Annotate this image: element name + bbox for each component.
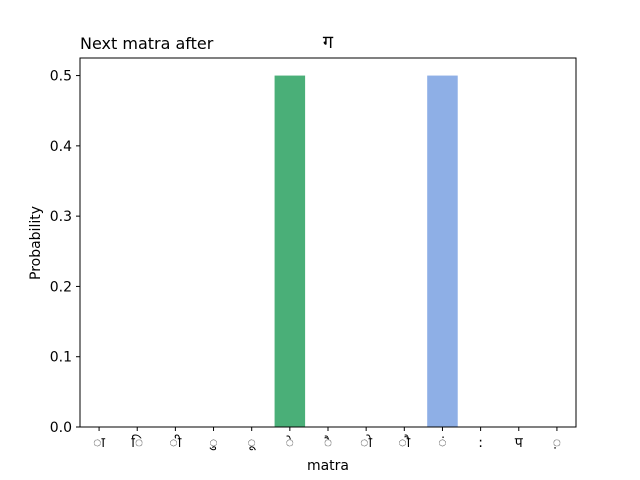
bar-5 [274,75,306,428]
y-tick-label: 0.2 [50,279,72,295]
x-tick-label: ा [93,435,105,451]
x-tick-label: ी [169,434,181,451]
y-tick-label: 0.3 [50,209,72,225]
x-tick-label: ि [131,434,143,451]
x-tick-label: ़ [553,435,561,451]
x-tick-label: ू [248,435,257,451]
chart-title-left: Next matra after [80,34,214,53]
x-axis-label: matra [307,458,349,474]
x-axis-ticks: ािीुूेैोौं: प़ [93,427,561,451]
y-tick-label: 0.4 [50,139,72,155]
y-axis-label: Probability [28,206,44,280]
x-tick-label: प [515,435,524,451]
bars-group [274,75,458,428]
x-tick-label: ो [360,434,372,451]
y-tick-label: 0.1 [50,350,72,366]
x-tick-label: ौ [398,434,410,451]
plot-frame [79,57,577,428]
x-tick-label: ै [324,435,332,451]
y-tick-label: 0.0 [50,420,72,436]
x-tick-label: : [478,435,483,451]
chart-title-center: ग [323,32,334,53]
x-tick-label: ं [438,435,446,451]
y-tick-label: 0.5 [50,69,72,85]
x-tick-label: ु [209,435,218,451]
y-axis-ticks: 0.0 0.1 0.2 0.3 0.4 0.5 [50,69,80,436]
bar-9 [427,75,458,428]
x-tick-label: े [286,435,294,451]
